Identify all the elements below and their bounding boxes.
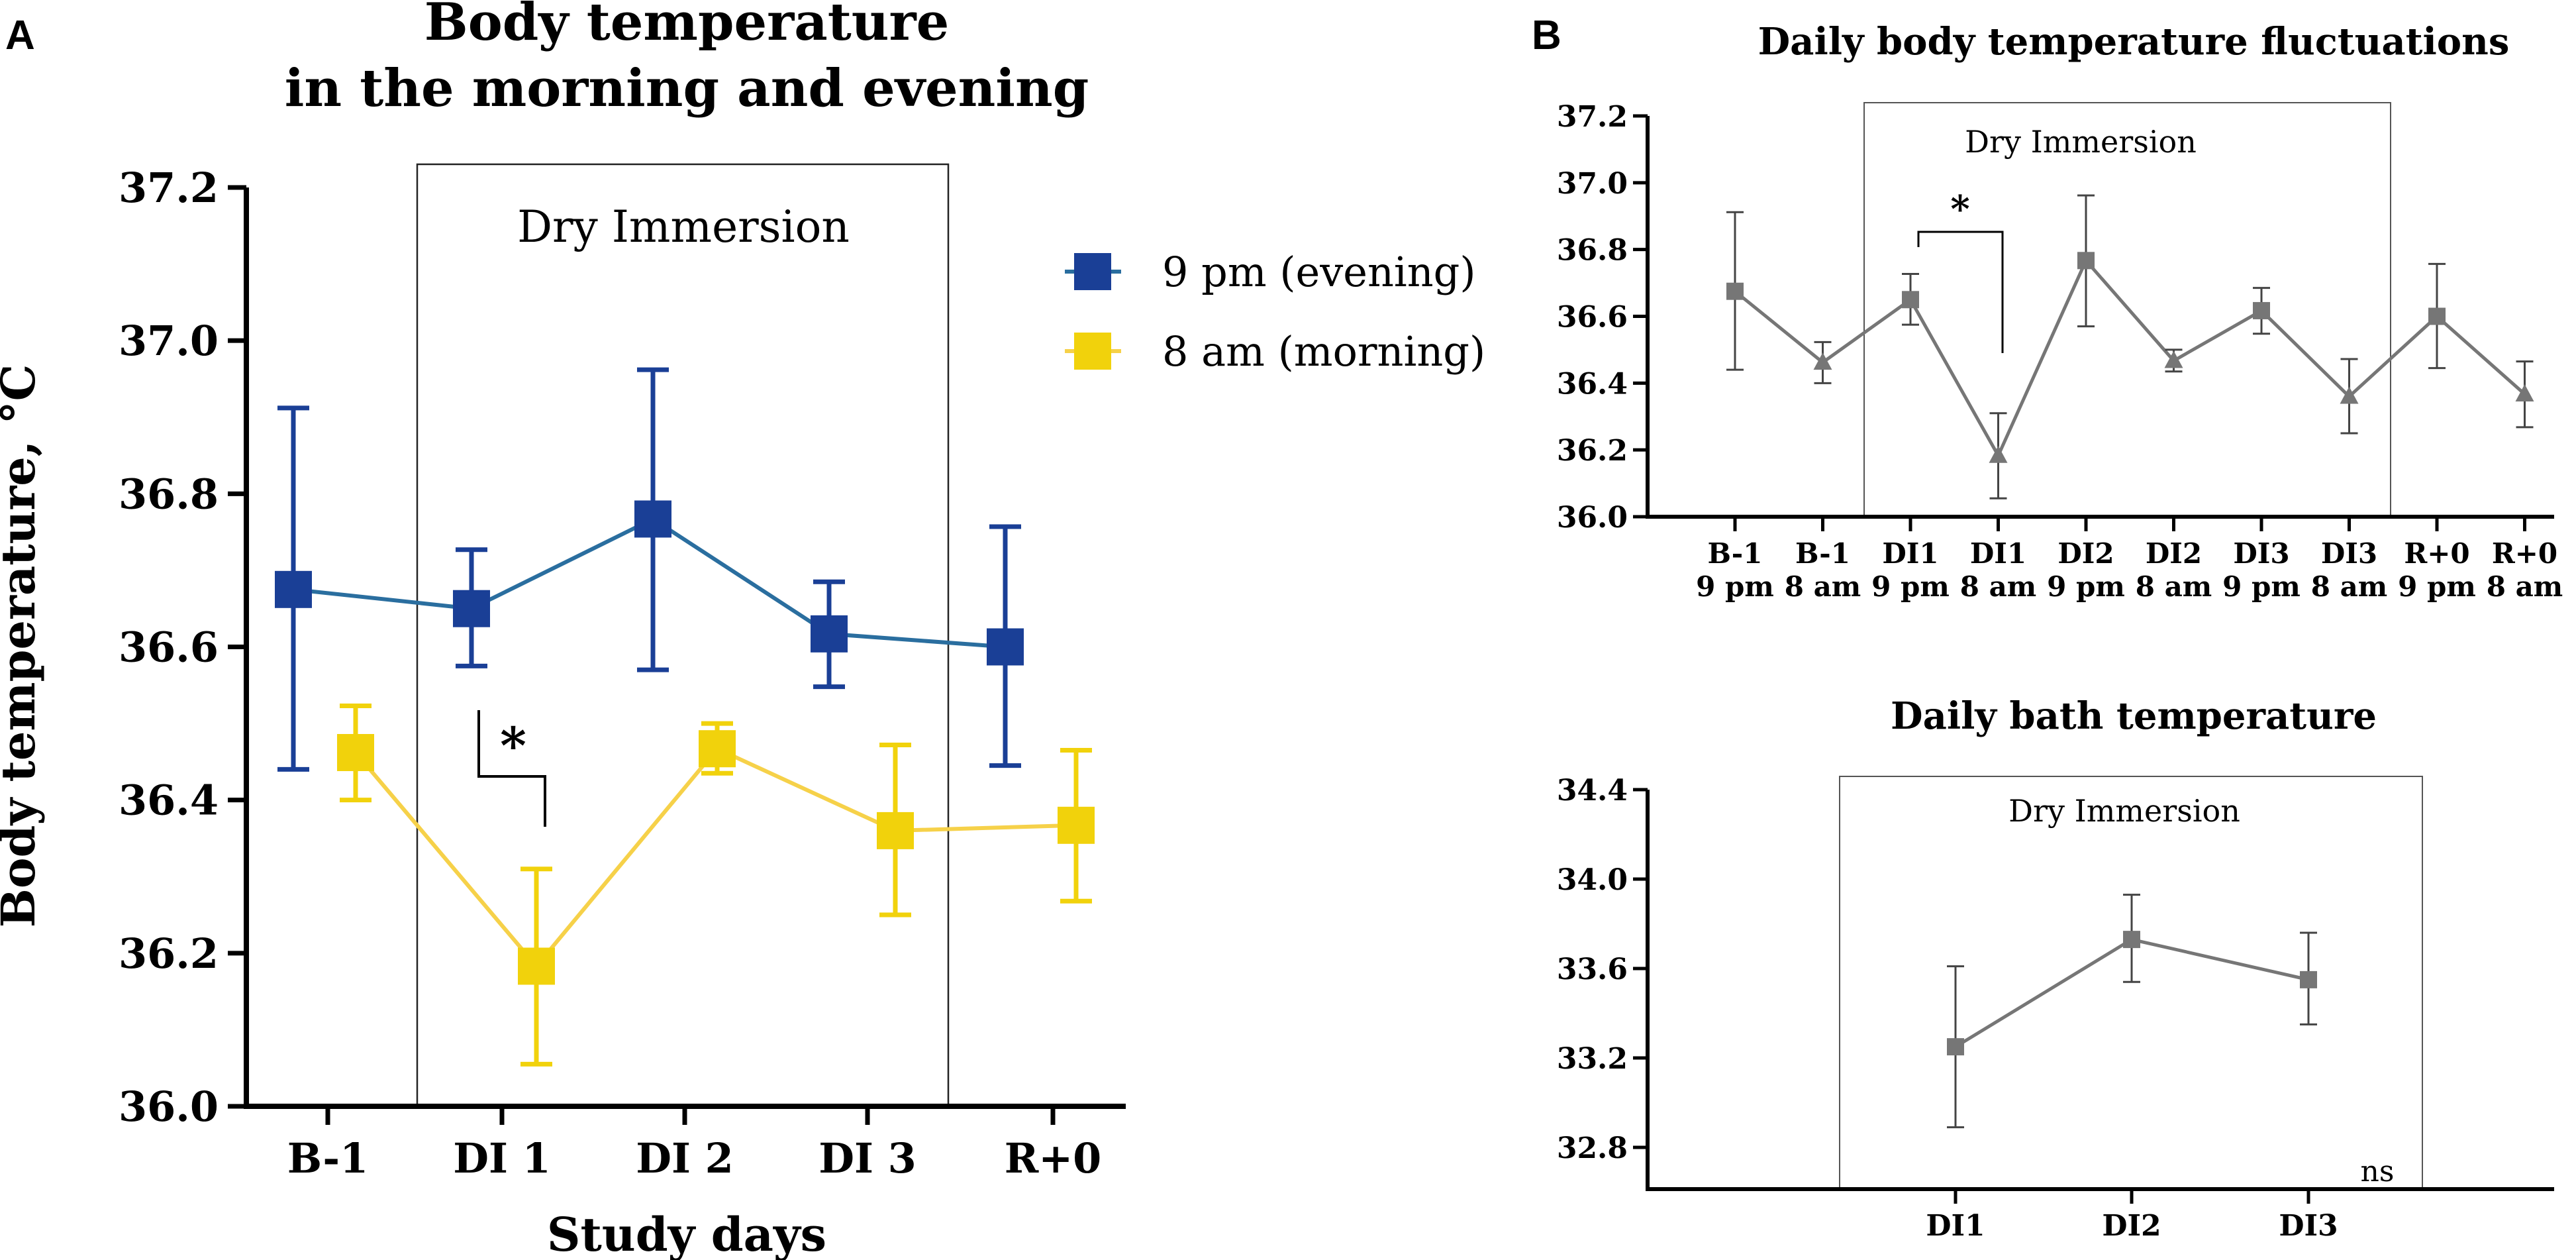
x-tick-label-line1: B-1 xyxy=(1708,537,1763,570)
panel-a-ylabel: Body temperature, °C xyxy=(0,364,46,928)
x-tick-label: DI2 xyxy=(2102,1209,2161,1243)
y-tick-label: 36.4 xyxy=(119,776,219,825)
data-point xyxy=(699,730,736,768)
chart-b-top: Daily body temperature fluctuations Dry I… xyxy=(1557,20,2563,603)
data-point xyxy=(518,947,555,985)
chart-b-bottom-title: Daily bath temperature xyxy=(1891,694,2377,738)
x-tick-label-line1: DI3 xyxy=(2321,537,2377,570)
data-point xyxy=(275,570,312,608)
x-tick-label-line1: R+0 xyxy=(2404,537,2469,570)
panel-a-box-label: Dry Immersion xyxy=(517,201,850,252)
y-tick-label: 36.8 xyxy=(119,470,219,518)
significance-star: * xyxy=(1950,187,1969,231)
dry-immersion-label: Dry Immersion xyxy=(2008,793,2240,829)
series-line xyxy=(1734,257,2526,460)
significance-bracket xyxy=(1917,231,2004,353)
x-tick-label-line1: B-1 xyxy=(1795,537,1850,570)
data-point xyxy=(2515,384,2534,401)
x-tick-label-line1: DI1 xyxy=(1882,537,1938,570)
legend-label: 8 am (morning) xyxy=(1162,327,1485,376)
legend-marker xyxy=(1074,253,1111,290)
x-tick-label-line2: 9 pm xyxy=(2222,570,2301,603)
data-point xyxy=(987,628,1024,666)
y-tick-label: 36.0 xyxy=(1557,501,1628,535)
y-tick-label: 34.4 xyxy=(1557,774,1628,808)
x-tick-label: DI 3 xyxy=(818,1134,916,1182)
dry-immersion-label: Dry Immersion xyxy=(1965,124,2197,160)
data-point xyxy=(2164,350,2183,368)
data-point xyxy=(2123,931,2140,949)
y-tick-label: 32.8 xyxy=(1557,1131,1628,1165)
panel-a-title-line1: Body temperature xyxy=(424,0,949,52)
x-tick-label-line1: R+0 xyxy=(2492,537,2557,570)
data-point xyxy=(337,734,374,772)
y-tick-label: 37.2 xyxy=(119,164,219,212)
x-tick-label: DI 2 xyxy=(636,1134,734,1182)
x-tick-label-line1: DI1 xyxy=(1970,537,2026,570)
data-point xyxy=(1058,806,1095,844)
x-tick-label-line2: 9 pm xyxy=(2398,570,2476,603)
x-tick-label: DI3 xyxy=(2279,1209,2338,1243)
x-tick-label-line2: 9 pm xyxy=(2047,570,2125,603)
x-tick-label-line2: 8 am xyxy=(2487,570,2563,603)
data-point xyxy=(1902,291,1919,309)
panel-a-title-line2: in the morning and evening xyxy=(285,58,1089,119)
data-point xyxy=(877,812,914,849)
panel-b-letter: B xyxy=(1532,13,1561,58)
x-tick-label-line1: DI3 xyxy=(2233,537,2289,570)
x-tick-label: DI 1 xyxy=(453,1134,551,1182)
data-point xyxy=(2077,252,2095,270)
y-tick-label: 36.4 xyxy=(1557,367,1628,401)
series-line-evening xyxy=(293,517,1006,649)
data-point xyxy=(453,590,490,627)
y-tick-label: 37.0 xyxy=(1557,167,1628,201)
chart-a: 36.0 36.2 36.4 36.6 36.8 37.0 37.2 B-1 DI 1 DI 2 D… xyxy=(119,163,1485,1182)
data-point xyxy=(1947,1038,1964,1056)
y-tick-label: 36.6 xyxy=(1557,301,1628,335)
x-tick-label: DI1 xyxy=(1926,1209,1985,1243)
significance-star: * xyxy=(500,716,526,775)
data-point xyxy=(2253,301,2270,319)
x-tick-label-line2: 8 am xyxy=(1960,570,2037,603)
series-line-morning xyxy=(354,746,1077,970)
y-tick-label: 34.0 xyxy=(1557,863,1628,897)
panel-a-letter: A xyxy=(5,13,35,58)
x-tick-label: R+0 xyxy=(1005,1134,1102,1182)
data-point xyxy=(1726,282,1744,300)
x-tick-label-line1: DI2 xyxy=(2146,537,2202,570)
x-tick-label-line1: DI2 xyxy=(2057,537,2114,570)
y-tick-label: 36.2 xyxy=(1557,434,1628,468)
ns-label: ns xyxy=(2361,1155,2395,1188)
data-point xyxy=(1989,445,2008,463)
y-tick-label: 36.6 xyxy=(119,623,219,672)
data-point xyxy=(2428,307,2446,325)
legend-marker xyxy=(1074,333,1111,370)
data-point xyxy=(811,615,848,653)
y-tick-label: 33.2 xyxy=(1557,1042,1628,1076)
chart-b-bottom: Daily bath temperature Dry Immersion ns 32.… xyxy=(1557,694,2554,1243)
x-tick-label-line2: 9 pm xyxy=(1871,570,1950,603)
data-point xyxy=(634,500,671,538)
x-tick-label-line2: 8 am xyxy=(2136,570,2212,603)
chart-b-top-title: Daily body temperature fluctuations xyxy=(1758,20,2510,64)
data-point xyxy=(2300,971,2317,988)
x-tick-label: B-1 xyxy=(287,1134,368,1182)
data-point xyxy=(1813,352,1832,370)
significance-bracket xyxy=(477,710,546,827)
y-tick-label: 37.0 xyxy=(119,317,219,365)
x-tick-label-line2: 8 am xyxy=(1785,570,1861,603)
panel-a-xlabel: Study days xyxy=(547,1207,826,1260)
x-tick-label-line2: 8 am xyxy=(2311,570,2388,603)
y-tick-label: 33.6 xyxy=(1557,953,1628,986)
y-tick-label: 36.2 xyxy=(119,929,219,978)
x-tick-label-line2: 9 pm xyxy=(1696,570,1774,603)
y-tick-label: 36.8 xyxy=(1557,234,1628,268)
legend-label: 9 pm (evening) xyxy=(1162,248,1476,296)
data-point xyxy=(2340,386,2359,404)
y-tick-label: 37.2 xyxy=(1557,100,1628,134)
y-tick-label: 36.0 xyxy=(119,1082,219,1131)
